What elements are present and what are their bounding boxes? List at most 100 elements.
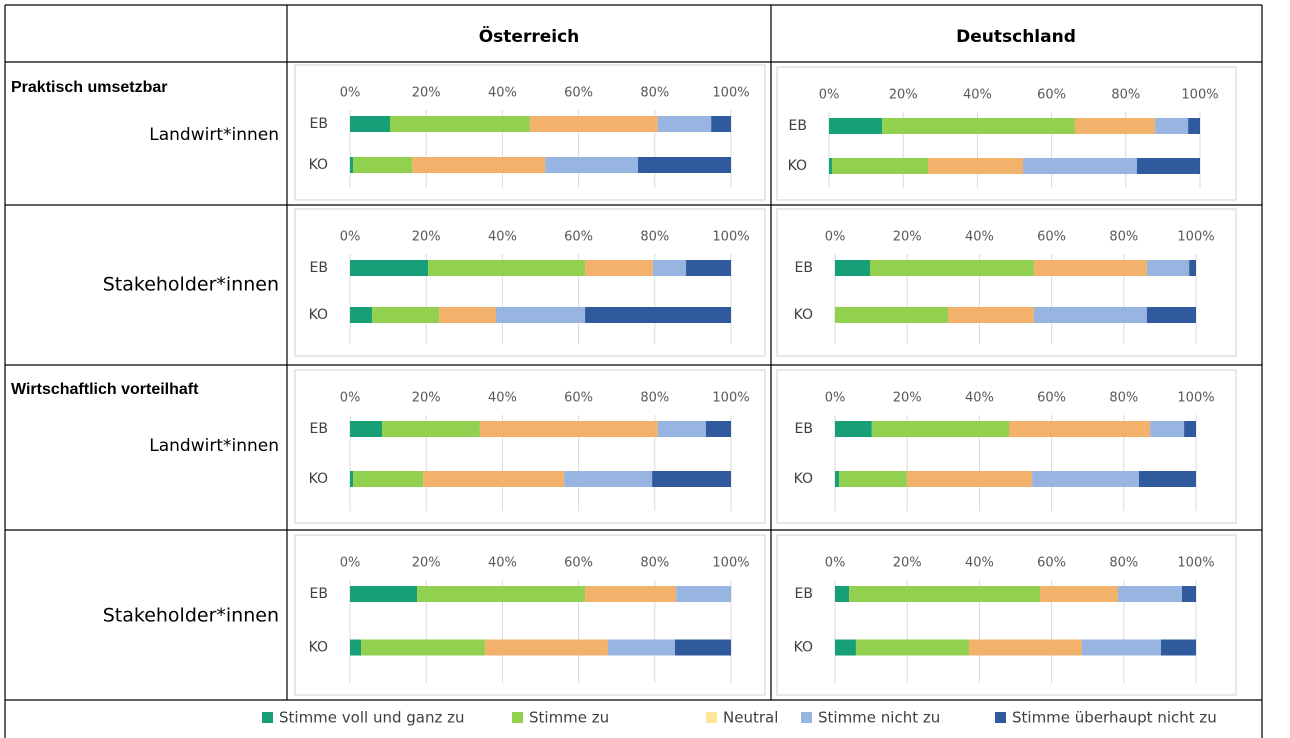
bar-segment (350, 639, 362, 656)
category-label: EB (310, 260, 328, 276)
bar-segment (1033, 260, 1147, 276)
column-header: Deutschland (956, 27, 1076, 47)
category-label: KO (794, 640, 813, 656)
bar-segment (495, 307, 586, 323)
x-tick-label: 40% (488, 230, 517, 245)
bar-segment (657, 116, 712, 132)
x-tick-label: 0% (340, 230, 361, 245)
x-tick-label: 40% (963, 88, 992, 103)
bar-segment (382, 421, 480, 437)
x-tick-label: 40% (488, 391, 517, 406)
bar-segment (545, 157, 639, 173)
bar-segment (350, 116, 391, 132)
bar-segment (350, 157, 354, 173)
bar-segment (652, 471, 731, 487)
category-label: EB (795, 260, 813, 276)
bar-segment (1136, 158, 1200, 174)
x-tick-label: 20% (412, 556, 441, 571)
bar-segment (870, 260, 1034, 276)
bar-segment (564, 471, 653, 487)
x-tick-label: 80% (640, 556, 669, 571)
bar-segment (829, 118, 883, 134)
chart-frame (776, 534, 1237, 696)
bar-segment (1184, 421, 1196, 437)
x-tick-label: 80% (1109, 556, 1138, 571)
bar-segment (838, 471, 907, 487)
x-tick-label: 60% (564, 556, 593, 571)
bar-segment (607, 639, 675, 656)
x-tick-label: 0% (340, 391, 361, 406)
legend-swatch (262, 712, 273, 723)
bar-segment (350, 260, 429, 276)
x-tick-label: 0% (825, 556, 846, 571)
bar-segment (1181, 586, 1196, 602)
x-tick-label: 100% (1181, 88, 1218, 103)
chart-frame (294, 208, 766, 357)
x-tick-label: 80% (1111, 88, 1140, 103)
category-label: EB (310, 421, 328, 437)
bar-segment (882, 118, 1075, 134)
bar-segment (428, 260, 586, 276)
x-tick-label: 40% (965, 391, 994, 406)
bar-segment (350, 586, 418, 602)
chart-frame (776, 369, 1237, 524)
x-tick-label: 20% (412, 86, 441, 101)
bar-segment (652, 260, 687, 276)
bar-segment (1146, 260, 1190, 276)
x-tick-label: 20% (893, 391, 922, 406)
bar-segment (350, 471, 354, 487)
bar-segment (1146, 307, 1196, 323)
bar-segment (350, 421, 383, 437)
section-label: Wirtschaftlich vorteilhaft (11, 381, 199, 398)
x-tick-label: 80% (1109, 230, 1138, 245)
legend-swatch (512, 712, 523, 723)
legend-swatch (801, 712, 812, 723)
row-label: Landwirt*innen (149, 125, 279, 145)
x-tick-label: 60% (564, 86, 593, 101)
bar-segment (412, 157, 546, 173)
legend-label: Stimme nicht zu (818, 709, 940, 727)
bar-segment (849, 586, 1041, 602)
x-tick-label: 60% (1037, 391, 1066, 406)
bar-segment (835, 260, 871, 276)
x-tick-label: 0% (819, 88, 840, 103)
bar-segment (1009, 421, 1151, 437)
x-tick-label: 20% (893, 230, 922, 245)
category-label: KO (794, 471, 813, 487)
bar-segment (1033, 307, 1147, 323)
table-grid (4, 4, 1263, 738)
x-tick-label: 100% (712, 391, 749, 406)
bar-segment (1040, 586, 1119, 602)
bar-segment (855, 639, 969, 656)
bar-segment (906, 471, 1033, 487)
bar-segment (835, 307, 948, 323)
column-header: Österreich (479, 25, 580, 47)
bar-segment (835, 586, 850, 602)
bar-segment (835, 421, 872, 437)
bar-segment (947, 307, 1034, 323)
bar-segment (353, 157, 413, 173)
bar-segment (638, 157, 731, 173)
chart-frame (776, 208, 1237, 357)
row-label: Stakeholder*innen (103, 605, 279, 627)
category-label: KO (794, 307, 813, 323)
bar-segment (585, 586, 677, 602)
bar-segment (1081, 639, 1161, 656)
bar-segment (1188, 118, 1200, 134)
bar-segment (1150, 421, 1185, 437)
bar-segment (657, 421, 706, 437)
bar-segment (928, 158, 1024, 174)
x-tick-label: 0% (340, 556, 361, 571)
bar-segment (871, 421, 1010, 437)
x-tick-label: 60% (564, 230, 593, 245)
bar-segment (705, 421, 731, 437)
bar-segment (1138, 471, 1196, 487)
x-tick-label: 0% (825, 230, 846, 245)
x-tick-label: 100% (712, 86, 749, 101)
chart-frame (294, 64, 766, 201)
x-tick-label: 40% (488, 86, 517, 101)
category-label: KO (788, 158, 807, 174)
bar-segment (829, 158, 832, 174)
x-tick-label: 40% (488, 556, 517, 571)
